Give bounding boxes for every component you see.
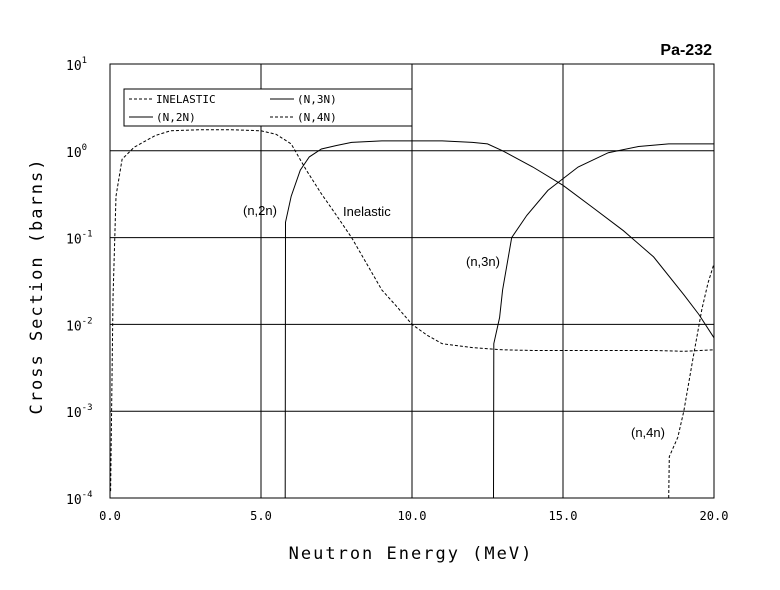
legend-label-inelastic: INELASTIC xyxy=(156,93,216,106)
annotation-n3n: (n,3n) xyxy=(466,254,500,269)
legend-box xyxy=(123,88,413,127)
x-tick-label: 10.0 xyxy=(398,509,427,523)
chart-title: Pa-232 xyxy=(660,42,712,59)
series-line-2 xyxy=(493,143,714,499)
x-tick-label: 15.0 xyxy=(549,509,578,523)
legend-label-n2n: (N,2N) xyxy=(156,111,196,124)
y-tick-label: 100 xyxy=(66,143,87,161)
x-axis-label: Neutron Energy (MeV) xyxy=(289,544,534,564)
series-line-3 xyxy=(668,263,715,499)
y-tick-label: 10-3 xyxy=(66,403,93,421)
y-axis-label: Cross Section (barns) xyxy=(27,158,47,415)
series-line-0 xyxy=(110,129,715,492)
y-tick-label: 101 xyxy=(66,56,87,74)
legend-label-n3n: (N,3N) xyxy=(297,93,337,106)
y-tick-label: 10-1 xyxy=(66,230,93,248)
annotation-n2n: (n,2n) xyxy=(243,203,277,218)
annotation-inelastic: Inelastic xyxy=(343,204,391,219)
x-tick-label: 20.0 xyxy=(700,509,729,523)
y-tick-label: 10-4 xyxy=(66,490,93,508)
y-tick-label: 10-2 xyxy=(66,316,93,334)
x-tick-label: 0.0 xyxy=(99,509,121,523)
x-tick-label: 5.0 xyxy=(250,509,272,523)
legend-label-n4n: (N,4N) xyxy=(297,111,337,124)
series-line-1 xyxy=(284,140,715,499)
legend: INELASTIC (N,2N) (N,3N) (N,4N) xyxy=(123,88,413,127)
annotation-n4n: (n,4n) xyxy=(631,425,665,440)
